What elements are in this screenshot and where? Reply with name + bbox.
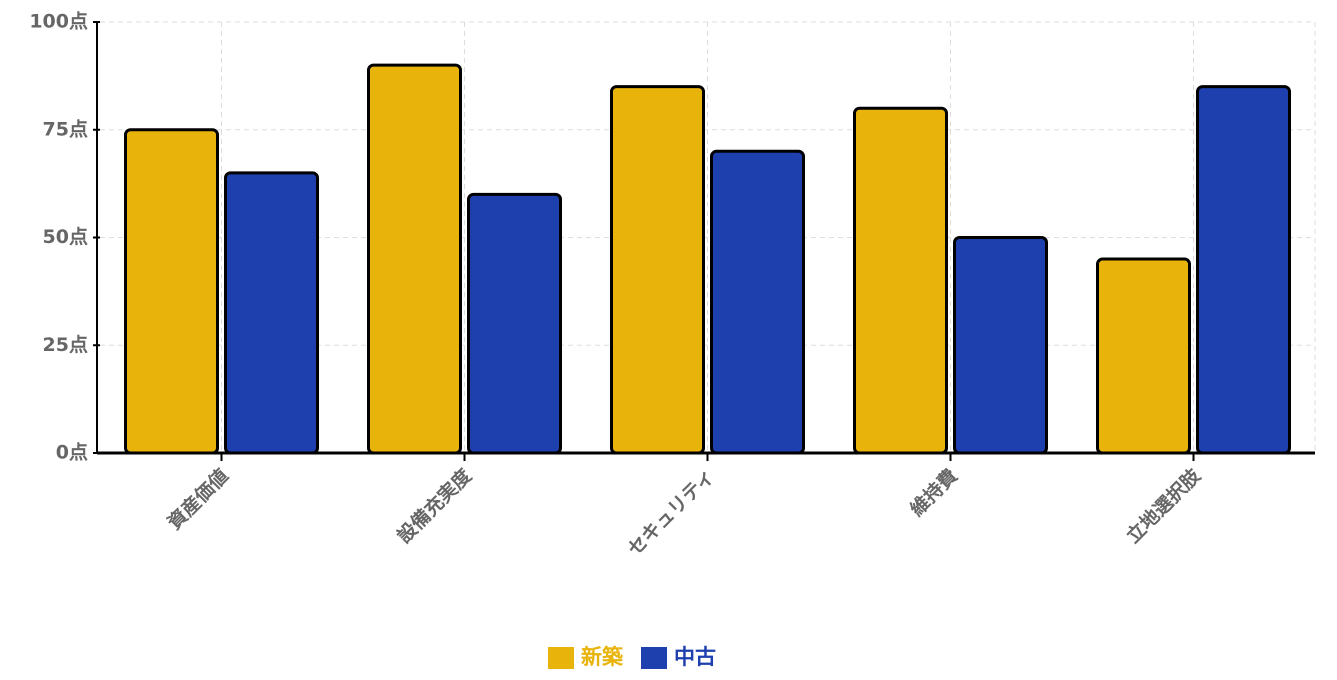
- x-tick-label: 資産価値: [163, 464, 233, 534]
- x-tick-label: セキュリティ: [624, 465, 719, 560]
- legend-swatch: [548, 647, 574, 669]
- legend-label: 新築: [581, 645, 624, 669]
- y-tick-label: 0点: [56, 442, 88, 464]
- bar: [853, 106, 948, 455]
- y-tick-label: 100点: [29, 11, 88, 33]
- bar: [610, 85, 705, 455]
- legend-label: 中古: [674, 645, 716, 669]
- bar: [467, 192, 562, 455]
- bar: [1196, 85, 1291, 455]
- bar: [1096, 257, 1191, 455]
- bar: [953, 236, 1048, 455]
- legend-swatch: [641, 647, 667, 669]
- x-tick-label: 立地選択肢: [1121, 463, 1205, 547]
- bar: [710, 149, 805, 455]
- x-tick-label: 設備充実度: [392, 463, 476, 547]
- y-tick-label: 25点: [43, 334, 88, 356]
- y-tick-label: 50点: [43, 226, 88, 248]
- x-tick-label: 維持費: [905, 464, 962, 521]
- bar: [124, 128, 219, 455]
- bar: [367, 63, 462, 455]
- y-tick-label: 75点: [43, 118, 88, 140]
- bar: [224, 171, 319, 455]
